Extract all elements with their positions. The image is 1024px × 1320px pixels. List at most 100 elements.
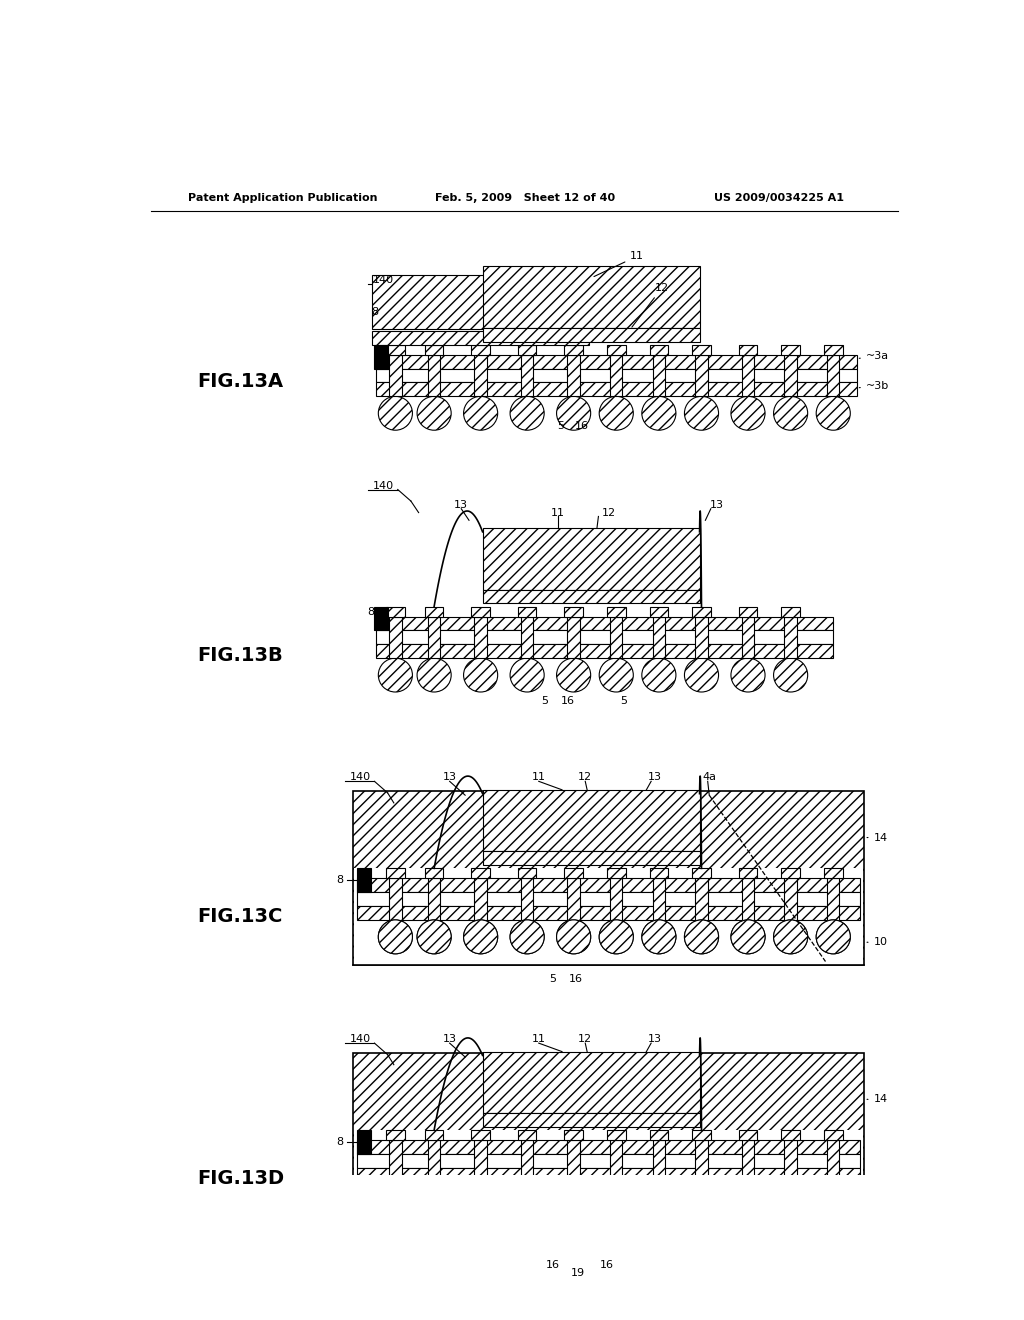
Bar xyxy=(610,1140,623,1181)
Circle shape xyxy=(417,659,452,692)
Bar xyxy=(376,616,834,631)
Text: 11: 11 xyxy=(531,1035,546,1044)
Bar xyxy=(375,345,388,368)
Bar xyxy=(356,869,371,892)
Circle shape xyxy=(464,659,498,692)
Text: 5: 5 xyxy=(542,696,549,706)
Bar xyxy=(386,1130,404,1140)
Bar xyxy=(428,1140,440,1181)
Text: ~3b: ~3b xyxy=(859,381,889,391)
Bar xyxy=(356,1140,860,1154)
Text: 8: 8 xyxy=(371,308,378,317)
Circle shape xyxy=(642,920,676,954)
Text: 140: 140 xyxy=(373,480,394,491)
Bar xyxy=(376,631,834,644)
Circle shape xyxy=(417,920,452,954)
Bar xyxy=(389,616,401,659)
Bar xyxy=(471,1130,489,1140)
Circle shape xyxy=(773,920,808,954)
Circle shape xyxy=(557,920,591,954)
Circle shape xyxy=(642,396,676,430)
Text: 13: 13 xyxy=(648,1035,662,1044)
Circle shape xyxy=(510,920,544,954)
Circle shape xyxy=(464,396,498,430)
Circle shape xyxy=(726,1209,770,1253)
Circle shape xyxy=(378,396,413,430)
Circle shape xyxy=(422,1181,446,1206)
Circle shape xyxy=(599,920,633,954)
Circle shape xyxy=(731,920,765,954)
Bar xyxy=(564,345,583,355)
Bar xyxy=(389,1140,401,1181)
Bar xyxy=(521,616,534,659)
Bar xyxy=(376,383,856,396)
Bar xyxy=(610,878,623,920)
Bar xyxy=(353,920,863,965)
Bar xyxy=(567,878,580,920)
Bar xyxy=(372,331,589,345)
Circle shape xyxy=(510,396,544,430)
Bar xyxy=(827,1140,840,1181)
Bar xyxy=(652,1140,665,1181)
Bar xyxy=(425,345,443,355)
Text: 13: 13 xyxy=(442,772,457,783)
Text: 10: 10 xyxy=(867,937,888,948)
Bar xyxy=(695,878,708,920)
Bar xyxy=(692,607,711,616)
Bar xyxy=(376,368,856,383)
Bar xyxy=(607,869,626,878)
Bar xyxy=(649,1130,669,1140)
Bar xyxy=(652,878,665,920)
Text: 13: 13 xyxy=(648,772,662,783)
Bar xyxy=(824,345,843,355)
Bar xyxy=(827,878,840,920)
Circle shape xyxy=(378,920,413,954)
Bar xyxy=(607,607,626,616)
Bar xyxy=(518,1130,537,1140)
Bar xyxy=(482,1113,699,1127)
Circle shape xyxy=(413,1209,456,1253)
Bar xyxy=(738,1130,758,1140)
Bar xyxy=(564,607,583,616)
Circle shape xyxy=(735,1181,761,1206)
Bar xyxy=(356,1130,371,1154)
Bar xyxy=(692,869,711,878)
Text: 13: 13 xyxy=(710,500,724,510)
Bar xyxy=(738,345,758,355)
Circle shape xyxy=(812,1209,855,1253)
Circle shape xyxy=(510,920,544,954)
Text: 8: 8 xyxy=(368,607,375,616)
Bar xyxy=(695,355,708,396)
Text: 5: 5 xyxy=(549,974,556,985)
Text: 8: 8 xyxy=(336,875,343,886)
Bar xyxy=(784,355,797,396)
Circle shape xyxy=(684,396,719,430)
Circle shape xyxy=(731,920,765,954)
Bar xyxy=(738,869,758,878)
Text: 19: 19 xyxy=(570,1267,585,1278)
Bar xyxy=(784,878,797,920)
Text: Feb. 5, 2009   Sheet 12 of 40: Feb. 5, 2009 Sheet 12 of 40 xyxy=(435,194,614,203)
Text: 14: 14 xyxy=(867,833,888,842)
Circle shape xyxy=(468,1181,493,1206)
Bar xyxy=(695,616,708,659)
Text: 16: 16 xyxy=(546,1259,560,1270)
Bar xyxy=(425,869,443,878)
Circle shape xyxy=(417,396,452,430)
Bar xyxy=(610,616,623,659)
Text: FIG.13C: FIG.13C xyxy=(198,907,283,927)
Circle shape xyxy=(680,1209,723,1253)
Bar xyxy=(482,1052,699,1113)
Text: 5: 5 xyxy=(557,421,564,432)
Circle shape xyxy=(459,1209,503,1253)
Bar xyxy=(482,590,699,603)
Circle shape xyxy=(383,1181,408,1206)
Bar xyxy=(567,1140,580,1181)
Bar xyxy=(607,1130,626,1140)
Circle shape xyxy=(684,920,719,954)
Bar xyxy=(692,345,711,355)
Text: 140: 140 xyxy=(350,1035,371,1044)
Circle shape xyxy=(599,920,633,954)
Text: ~3a: ~3a xyxy=(859,351,889,362)
Bar xyxy=(353,1130,863,1181)
